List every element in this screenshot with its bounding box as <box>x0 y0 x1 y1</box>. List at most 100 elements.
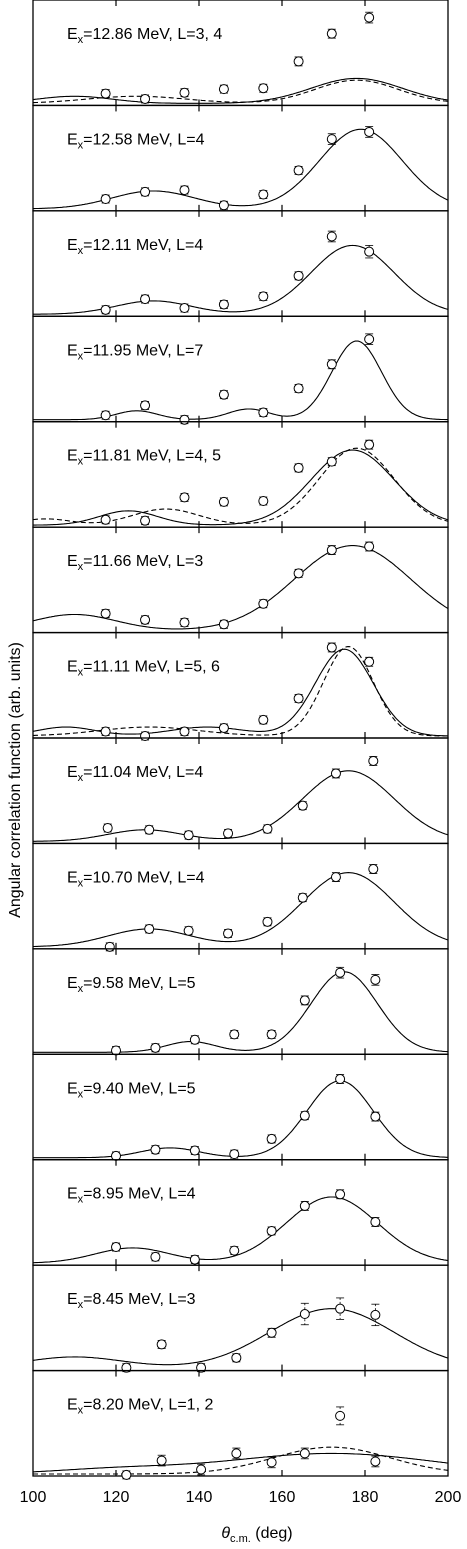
data-point <box>364 541 375 552</box>
x-tick-label: 140 <box>186 1489 213 1506</box>
data-point <box>293 165 304 176</box>
data-point <box>183 925 194 936</box>
panel-label: Ex=12.58 MeV, L=4 <box>67 131 205 151</box>
data-point <box>218 84 229 95</box>
data-marker <box>100 514 111 525</box>
data-marker <box>144 824 155 835</box>
data-marker <box>100 304 111 315</box>
panel: Ex=10.70 MeV, L=4 <box>32 842 449 952</box>
data-marker <box>229 1245 240 1256</box>
data-marker <box>266 1133 277 1144</box>
data-marker <box>364 246 375 257</box>
panel-label: Ex=11.04 MeV, L=4 <box>67 764 203 784</box>
data-marker <box>140 294 151 305</box>
data-marker <box>370 1111 381 1122</box>
data-point <box>266 1456 277 1469</box>
fit-curve-solid <box>32 77 449 104</box>
data-point <box>218 496 229 507</box>
data-point <box>121 1469 132 1480</box>
data-point <box>299 1200 310 1211</box>
data-point <box>179 492 190 503</box>
data-point <box>293 56 304 67</box>
data-point <box>335 1297 346 1320</box>
data-point <box>326 359 337 370</box>
data-marker <box>266 1327 277 1338</box>
data-marker <box>335 1189 346 1200</box>
data-marker <box>364 126 375 137</box>
data-marker <box>100 194 111 205</box>
data-point <box>140 614 151 625</box>
data-marker <box>258 598 269 609</box>
data-point <box>100 304 111 315</box>
data-marker <box>179 185 190 196</box>
fit-curve-solid <box>33 770 449 842</box>
data-point <box>370 1111 381 1122</box>
data-point <box>370 1217 381 1228</box>
panel-label: Ex=9.40 MeV, L=5 <box>67 1080 196 1100</box>
panel-frame <box>32 1053 449 1161</box>
data-marker <box>326 231 337 242</box>
x-tick-label: 120 <box>103 1489 130 1506</box>
data-point <box>299 1110 310 1121</box>
data-point <box>156 1339 167 1350</box>
data-point <box>330 768 341 779</box>
panel-label: Ex=11.81 MeV, L=4, 5 <box>67 448 221 468</box>
data-marker <box>140 186 151 197</box>
data-point <box>100 410 111 421</box>
data-marker <box>104 941 115 952</box>
data-point <box>370 974 381 986</box>
data-point <box>218 722 229 733</box>
data-point <box>335 1074 346 1085</box>
data-point <box>293 568 304 579</box>
panel: Ex=9.40 MeV, L=5 <box>32 1053 449 1161</box>
data-marker <box>297 800 308 811</box>
data-point <box>258 495 269 506</box>
panel-frame <box>32 1369 449 1477</box>
data-marker <box>293 693 304 704</box>
y-axis-label: Angular correlation function (arb. units… <box>7 642 24 918</box>
data-marker <box>364 12 375 23</box>
data-point <box>299 1302 310 1326</box>
panel-label: Ex=9.58 MeV, L=5 <box>67 975 196 995</box>
data-marker <box>364 656 375 667</box>
data-marker <box>266 1029 277 1040</box>
panel-frame <box>32 315 449 423</box>
data-point <box>218 389 229 400</box>
data-marker <box>258 495 269 506</box>
data-marker <box>368 755 379 766</box>
data-marker <box>364 541 375 552</box>
data-marker <box>297 892 308 903</box>
data-point <box>229 1149 240 1160</box>
data-marker <box>218 84 229 95</box>
panel: Ex=8.95 MeV, L=4 <box>32 1159 449 1266</box>
data-point <box>258 714 269 725</box>
data-marker <box>335 1303 346 1314</box>
data-point <box>156 1454 167 1467</box>
data-marker <box>299 1200 310 1211</box>
data-point <box>297 892 308 903</box>
data-marker <box>150 1251 161 1262</box>
data-point <box>368 864 379 875</box>
data-point <box>335 1189 346 1200</box>
data-marker <box>218 200 229 211</box>
data-marker <box>370 974 381 985</box>
data-marker <box>179 492 190 503</box>
data-marker <box>326 28 337 39</box>
data-marker <box>231 1448 242 1459</box>
data-point <box>266 1133 277 1144</box>
data-marker <box>100 726 111 737</box>
data-marker <box>189 1034 200 1045</box>
panel-frame <box>32 1159 449 1266</box>
data-point <box>326 28 337 39</box>
data-marker <box>231 1352 242 1363</box>
data-marker <box>258 83 269 94</box>
data-marker <box>299 1110 310 1121</box>
fit-curve-solid <box>33 1196 449 1264</box>
data-marker <box>262 916 273 927</box>
fit-curve-solid <box>33 971 449 1053</box>
data-point <box>111 1242 121 1253</box>
data-marker <box>364 334 375 345</box>
data-point <box>258 598 269 609</box>
data-marker <box>293 270 304 281</box>
data-marker <box>218 389 229 400</box>
